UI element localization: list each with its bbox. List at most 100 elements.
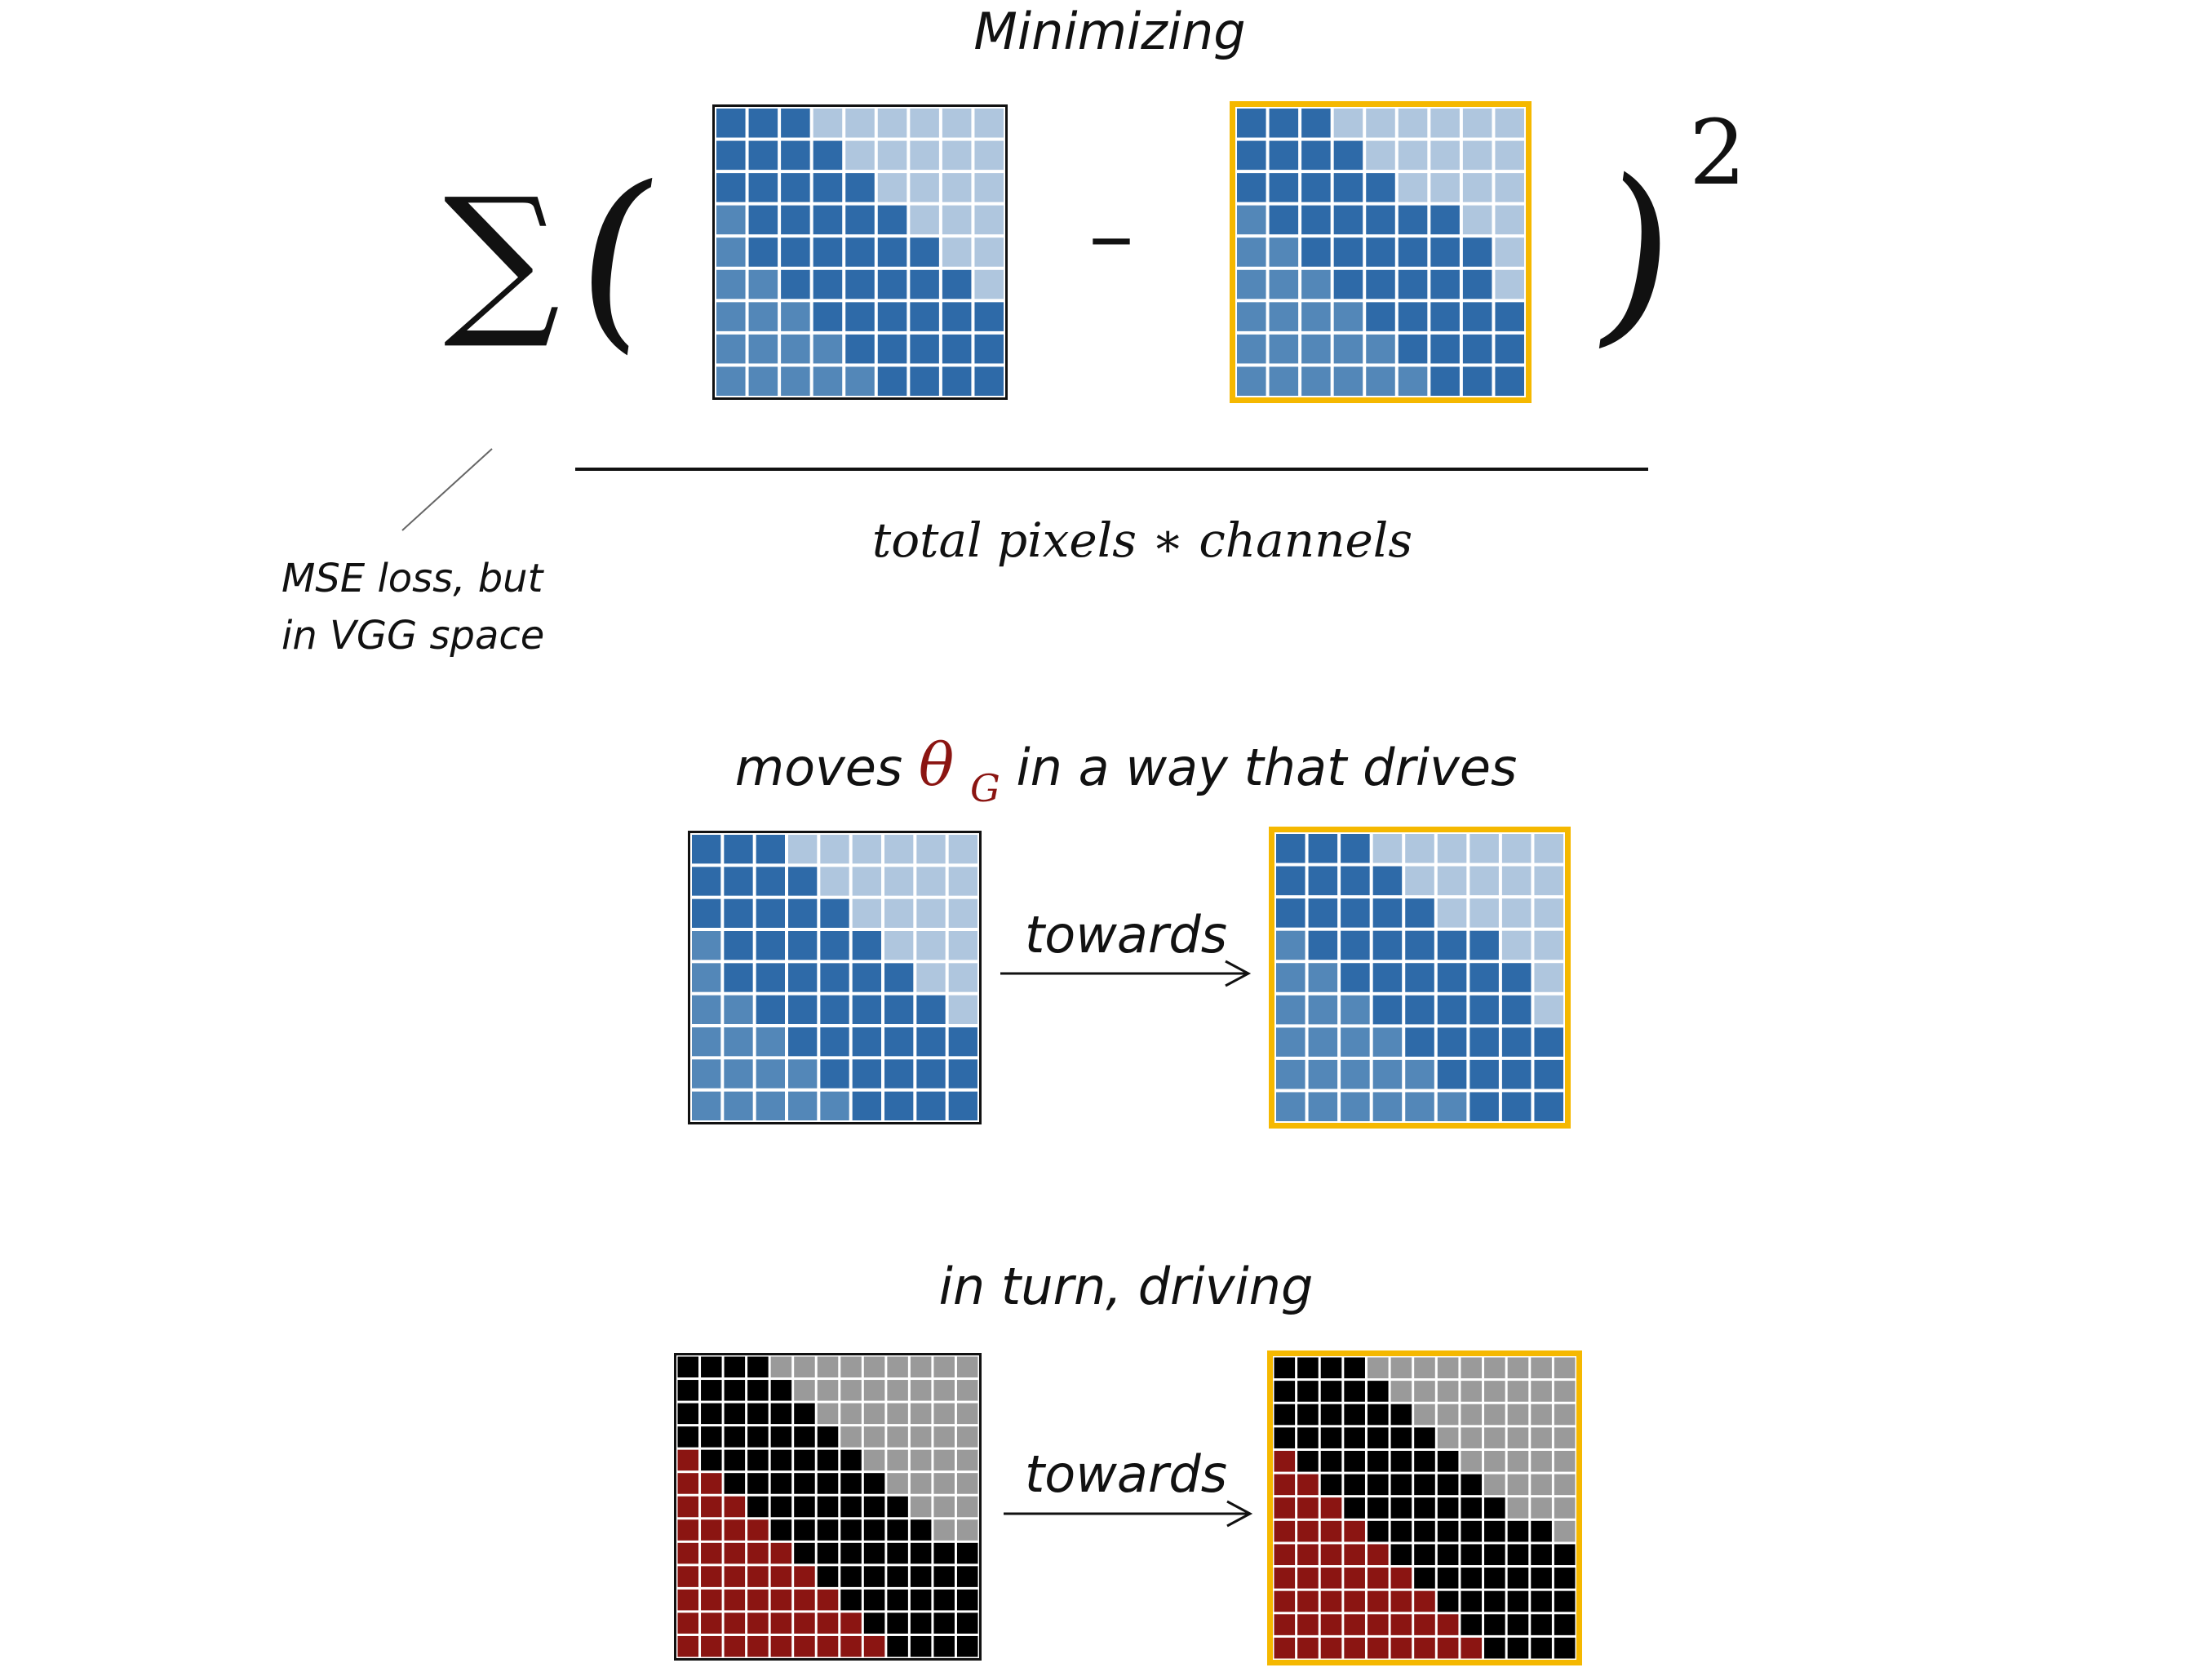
grid-cell [1320, 1497, 1342, 1519]
grid-cell [942, 173, 972, 202]
grid-cell [770, 1380, 792, 1401]
grid-cell [910, 1426, 932, 1448]
grid-cell [1344, 1404, 1365, 1426]
grid-cell [1507, 1450, 1529, 1472]
grid-cell [794, 1356, 815, 1378]
grid-cell [692, 963, 721, 992]
grid-cell [813, 173, 843, 202]
grid-cell [956, 1542, 978, 1564]
grid-cell [701, 1589, 722, 1611]
grid-cell [1437, 1544, 1459, 1566]
grid-cell [1274, 1474, 1296, 1496]
grid-cell [1308, 834, 1338, 863]
grid-cell [1301, 205, 1331, 235]
grid-cell [817, 1380, 839, 1401]
grid-cell [1372, 898, 1403, 928]
grid-cell [1430, 237, 1460, 267]
grid-cell [1333, 269, 1363, 299]
grid-cell [877, 269, 907, 299]
grid-cell [770, 1449, 792, 1471]
grid-cell [817, 1403, 839, 1425]
grid-cell [1437, 1381, 1459, 1402]
grid-cell [747, 1566, 769, 1587]
grid-cell [817, 1589, 839, 1611]
grid-cell [1484, 1404, 1505, 1426]
grid-cell [1274, 1520, 1296, 1542]
grid-cell [770, 1426, 792, 1448]
grid-cell [1390, 1404, 1412, 1426]
grid-cell [716, 334, 746, 364]
grid-cell [1554, 1404, 1576, 1426]
grid-cell [1390, 1497, 1412, 1519]
grid-cell [1414, 1474, 1435, 1496]
target-border [1267, 1350, 1582, 1665]
grid-cell [692, 995, 721, 1024]
grid-cell [716, 140, 746, 171]
grid-cell [1297, 1357, 1319, 1379]
grid-cell [884, 867, 914, 896]
grid-cell [1554, 1357, 1576, 1379]
grid-cell [1405, 1059, 1434, 1089]
grid-cell [910, 1496, 932, 1518]
grid-cell [887, 1542, 908, 1564]
grid-cell [692, 835, 721, 864]
grid-cell [788, 1059, 818, 1089]
grid-cell [1461, 1544, 1483, 1566]
grid-cell [692, 1027, 721, 1057]
grid-cell [701, 1519, 722, 1541]
grid-cell [1484, 1590, 1505, 1612]
grid-cell [1372, 1059, 1403, 1089]
grid-cell [692, 867, 721, 896]
grid-cell [1366, 205, 1395, 235]
grid-cell [933, 1635, 955, 1657]
grid-cell [1495, 269, 1524, 299]
grid-cell [813, 269, 843, 299]
grid-cell [1437, 1568, 1459, 1589]
grid-cell [1367, 1450, 1389, 1472]
grid-cell [1301, 366, 1331, 396]
grid-cell [748, 366, 778, 396]
grid-border [688, 831, 982, 1124]
grid-cell [724, 1496, 746, 1518]
grid-cell [1437, 1520, 1459, 1542]
grid-cell [910, 1566, 932, 1587]
grid-cell [1405, 963, 1434, 992]
grid-cell [817, 1612, 839, 1634]
grid-cell [1301, 140, 1331, 171]
grid-cell [1367, 1568, 1389, 1589]
grid-cell [1274, 1590, 1296, 1612]
grid-cell [1534, 834, 1563, 863]
grid-cell [677, 1426, 699, 1448]
grid-cell [1333, 334, 1363, 364]
target-border [1269, 827, 1571, 1129]
grid-cell [933, 1496, 955, 1518]
grid-cell [788, 867, 818, 896]
grid-cell [1414, 1590, 1435, 1612]
towards-label-2: towards [1025, 1444, 1227, 1504]
grid-cell [1554, 1520, 1576, 1542]
grid-cell [1554, 1590, 1576, 1612]
grid-cell [781, 302, 810, 331]
grid-cell [852, 867, 881, 896]
grid-cell [910, 1635, 932, 1657]
grid-cell [877, 237, 907, 267]
grid-cell [1398, 205, 1428, 235]
grid-cell [716, 205, 746, 235]
grid-cell [788, 1027, 818, 1057]
towards-label-1: towards [1025, 905, 1227, 965]
grid-cell [1308, 930, 1338, 960]
grid-cell [845, 366, 875, 396]
grid-cell [840, 1473, 862, 1494]
grid-cell [724, 1380, 746, 1401]
grid-cell [1534, 898, 1563, 928]
grid-cell [756, 995, 785, 1024]
grid-cell [887, 1449, 908, 1471]
grid-cell [1405, 866, 1434, 896]
grid-cell [724, 1589, 746, 1611]
grid-cell [863, 1519, 885, 1541]
grid-cell [1344, 1474, 1365, 1496]
grid-cell [1308, 898, 1338, 928]
grid-cell [948, 1059, 977, 1089]
grid-cell [1367, 1357, 1389, 1379]
grid-cell [701, 1635, 722, 1657]
